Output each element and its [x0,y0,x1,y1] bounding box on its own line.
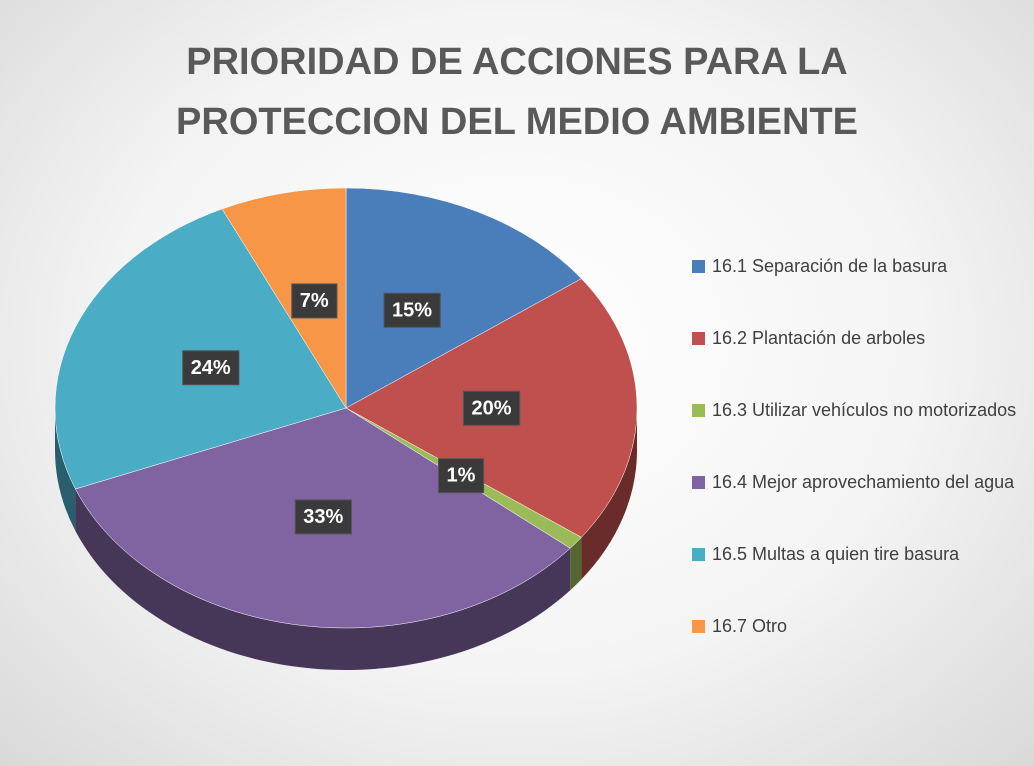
slice-side [55,408,76,531]
legend-item: 16.2 Plantación de arboles [690,324,1025,352]
data-label-box [182,350,240,386]
legend-label: 16.2 Plantación de arboles [712,328,926,348]
legend-swatch [692,548,705,561]
slice [221,187,347,409]
data-label-group: 1% [438,458,485,494]
slice [345,187,582,409]
data-label-box [294,499,352,535]
data-label: 24% [191,357,231,379]
slice-side [581,408,637,580]
legend-label: 16.5 Multas a quien tire basura [712,544,960,564]
legend-label: 16.1 Separación de la basura [712,256,948,276]
legend-swatch [692,404,705,417]
legend-swatch [692,620,705,633]
legend-swatch [692,476,705,489]
data-label-group: 15% [383,292,441,328]
data-label-group: 7% [291,283,338,319]
data-label-box [438,458,485,494]
data-label-box [383,292,441,328]
slice [54,208,347,490]
legend-label: 16.3 Utilizar vehículos no motorizados [712,400,1017,420]
legend-item: 16.5 Multas a quien tire basura [690,540,1025,568]
legend-swatch [692,332,705,345]
data-label: 1% [447,465,476,487]
data-label-box [462,390,521,426]
data-label-group: 20% [462,390,521,426]
slice-side [75,488,571,670]
data-label: 20% [471,397,511,419]
legend-item: 16.3 Utilizar vehículos no motorizados [690,396,1025,424]
legend-item: 16.7 Otro [690,612,1025,640]
data-label-box [291,283,338,319]
legend-label: 16.4 Mejor aprovechamiento del agua [712,472,1015,492]
legend-label: 16.7 Otro [712,616,788,636]
legend-item: 16.1 Separación de la basura [690,252,1025,280]
data-label-group: 24% [182,350,240,386]
data-label-group: 33% [294,499,352,535]
data-label: 33% [303,506,343,528]
legend-item: 16.4 Mejor aprovechamiento del agua [690,468,1025,496]
chart-title: PRIORIDAD DE ACCIONES PARA LA PROTECCION… [176,41,858,143]
data-label: 15% [392,299,432,321]
slice-side [570,537,582,591]
legend-swatch [692,260,705,273]
data-label: 7% [300,290,329,312]
